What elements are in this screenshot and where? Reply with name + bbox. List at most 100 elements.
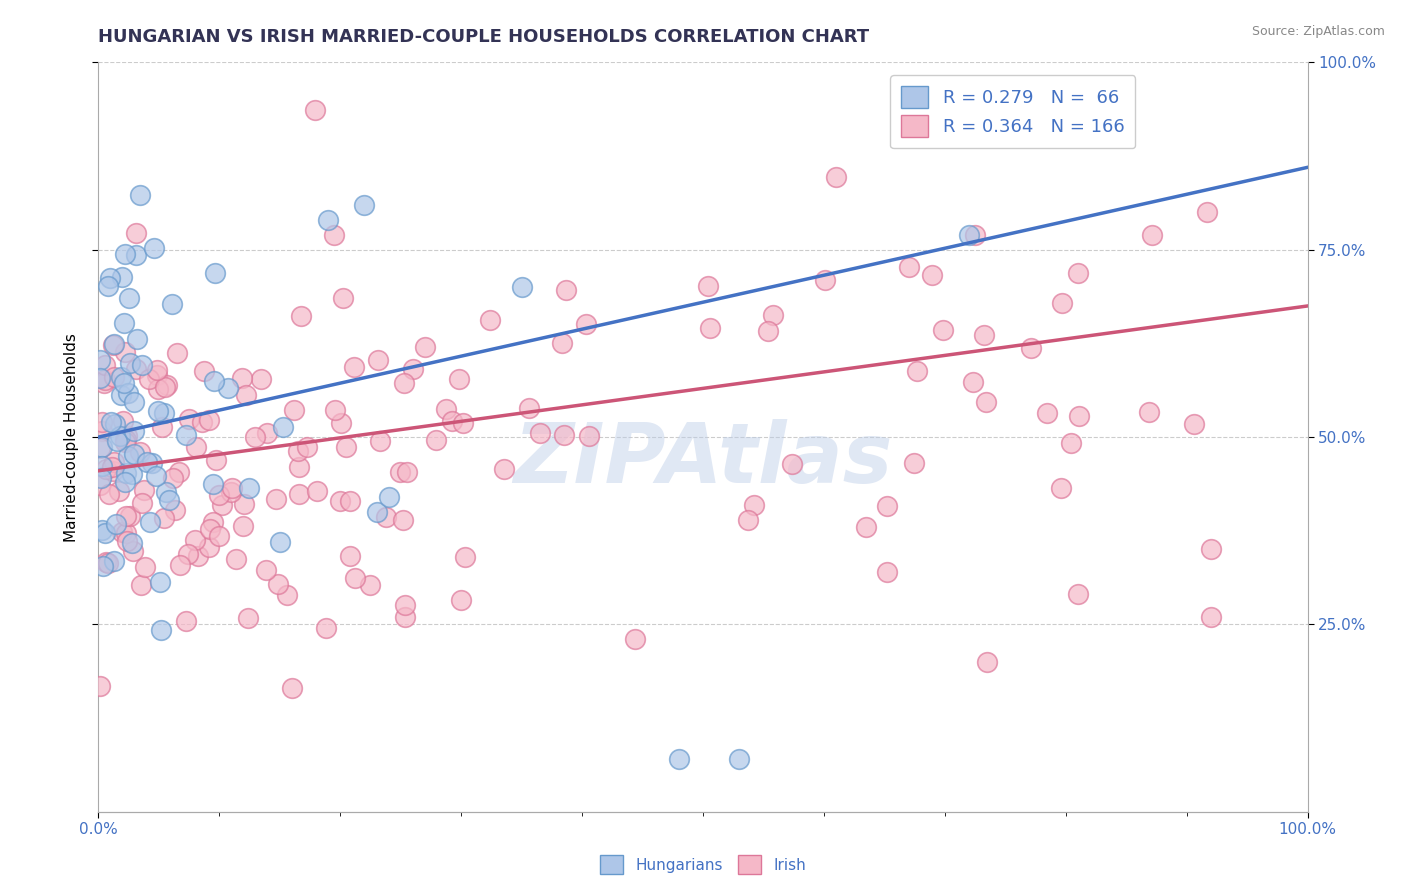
Point [202,515,225,529]
Point [146,382,169,396]
Point [392,376,415,390]
Point [108,484,131,499]
Point [132,483,155,498]
Point [125,247,148,261]
Point [332,292,354,306]
Point [264,491,287,506]
Point [494,462,516,476]
Point [110,429,132,443]
Point [89,478,111,492]
Point [211,498,233,512]
Point [114,435,136,450]
Point [152,406,174,420]
Point [115,525,138,540]
Point [91,440,114,454]
Point [697,278,720,293]
Point [737,513,759,527]
Point [145,468,167,483]
Point [115,533,138,548]
Point [396,465,419,479]
Y-axis label: Married-couple Households: Married-couple Households [65,333,79,541]
Point [236,611,259,625]
Point [323,227,346,242]
Point [699,321,721,335]
Point [238,481,260,495]
Point [98,487,121,501]
Point [121,536,143,550]
Point [152,511,174,525]
Point [316,212,339,227]
Point [110,370,132,384]
Point [392,513,415,527]
Point [121,467,143,481]
Point [339,494,361,508]
Point [121,543,143,558]
Point [329,493,352,508]
Point [780,458,803,472]
Point [110,388,132,402]
Point [103,553,125,567]
Point [94,462,117,476]
Point [89,442,111,456]
Point [183,533,205,547]
Point [136,455,159,469]
Point [101,464,124,478]
Point [375,510,398,524]
Point [118,509,141,524]
Point [454,549,477,564]
Point [517,401,540,415]
Point [131,359,153,373]
Point [148,404,170,418]
Point [200,522,222,536]
Point [575,318,598,332]
Point [335,440,357,454]
Point [184,440,207,454]
Point [177,547,200,561]
Point [112,376,135,391]
Point [149,623,172,637]
Point [897,260,920,274]
Point [169,558,191,572]
Point [205,453,228,467]
Point [394,610,416,624]
Point [668,752,690,766]
Point [197,540,219,554]
Point [176,428,198,442]
Point [1201,610,1223,624]
Point [434,402,457,417]
Point [963,227,986,242]
Point [814,273,837,287]
Point [139,515,162,529]
Point [124,362,146,376]
Point [150,420,173,434]
Point [232,518,254,533]
Point [201,477,224,491]
Point [932,322,955,336]
Point [1195,205,1218,219]
Point [315,621,337,635]
Point [165,503,187,517]
Point [217,381,239,395]
Point [728,752,751,766]
Point [156,377,179,392]
Point [343,571,366,585]
Point [187,549,209,564]
Point [903,457,925,471]
Point [110,270,132,285]
Point [160,297,183,311]
Point [93,376,115,391]
Point [204,374,226,388]
Point [193,364,215,378]
Point [554,283,576,297]
Point [167,465,190,479]
Point [553,428,575,442]
Point [1060,436,1083,450]
Point [141,456,163,470]
Point [235,387,257,401]
Point [876,499,898,513]
Point [114,432,136,446]
Point [103,337,125,351]
Point [111,524,134,539]
Point [450,592,472,607]
Point [143,241,166,255]
